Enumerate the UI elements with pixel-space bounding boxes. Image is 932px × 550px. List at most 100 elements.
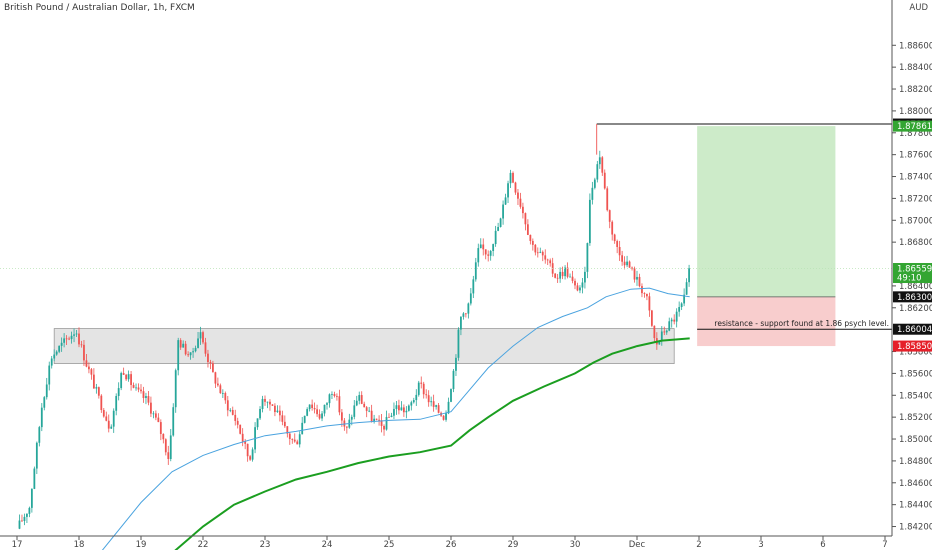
candle-body: [152, 413, 155, 415]
candle-body: [172, 407, 175, 436]
candle-body: [482, 244, 485, 250]
candle-body: [608, 210, 611, 222]
y-tick-label: 1.87200: [899, 194, 932, 204]
candle-body: [653, 325, 656, 339]
candle-body: [670, 319, 673, 322]
candle-body: [343, 420, 346, 427]
candle-body: [646, 293, 648, 297]
candle-body: [194, 347, 197, 352]
candle-body: [219, 385, 222, 394]
y-tick-label: 1.85600: [899, 369, 932, 379]
y-tick-label: 1.84600: [899, 479, 932, 489]
candle-body: [48, 365, 51, 385]
stop-zone: [697, 296, 836, 347]
y-tick-label: 1.87000: [899, 216, 932, 226]
candle-body: [487, 254, 490, 256]
candle-body: [97, 387, 100, 396]
candle-body: [313, 408, 316, 410]
candle-body: [130, 374, 132, 385]
candle-body: [326, 403, 328, 405]
candle-body: [395, 405, 398, 409]
candle-body: [318, 414, 321, 419]
x-tick-label: 7: [882, 540, 887, 550]
candle-body: [648, 296, 651, 311]
candle-body: [80, 344, 83, 346]
candle-body: [68, 338, 70, 340]
candle-body: [626, 261, 628, 266]
candle-body: [264, 398, 266, 402]
candle-body: [469, 293, 472, 304]
candle-body: [420, 382, 423, 384]
candle-body: [43, 397, 46, 408]
candle-body: [100, 395, 103, 411]
x-tick-label: 23: [260, 540, 271, 550]
candle-body: [365, 407, 368, 411]
candle-body: [618, 246, 621, 256]
candle-body: [184, 343, 187, 355]
candle-body: [197, 338, 199, 348]
candle-body: [117, 388, 120, 396]
candle-body: [526, 224, 529, 235]
target-tag: [893, 120, 932, 132]
y-tick-label: 1.84200: [899, 523, 932, 533]
candle-body: [584, 271, 586, 283]
candle-body: [353, 405, 356, 417]
candle-body: [120, 373, 123, 389]
candle-body: [455, 357, 457, 371]
candle-body: [105, 416, 108, 421]
candle-body: [445, 413, 447, 420]
candle-body: [321, 413, 323, 419]
y-tick-label: 1.88200: [899, 85, 932, 95]
candle-body: [588, 199, 591, 244]
candle-body: [623, 261, 626, 266]
candle-body: [140, 389, 142, 392]
candle-body: [216, 383, 219, 386]
candle-body: [499, 218, 502, 227]
y-tick-label: 1.87800: [899, 129, 932, 139]
annotation-text: resistance - support found at 1.86 psych…: [714, 319, 889, 328]
candle-body: [452, 370, 455, 390]
candle-body: [58, 345, 61, 352]
candle-body: [474, 262, 477, 280]
candle-body: [606, 188, 609, 211]
candle-body: [462, 313, 465, 317]
candle-body: [26, 513, 28, 517]
candle-body: [261, 398, 264, 409]
candle-body: [331, 393, 333, 395]
candle-body: [306, 409, 309, 416]
candle-body: [402, 407, 405, 413]
candle-body: [593, 179, 596, 188]
candle-body: [559, 271, 562, 279]
x-tick-label: 30: [570, 540, 581, 550]
candle-body: [266, 401, 269, 403]
candle-body: [30, 488, 33, 508]
candle-body: [504, 197, 507, 205]
candle-body: [333, 393, 336, 396]
candle-body: [541, 251, 544, 256]
candle-body: [492, 244, 495, 251]
candle-body: [78, 333, 80, 345]
candle-body: [162, 433, 165, 440]
candle-body: [92, 374, 95, 389]
target-tag-label: 1.87861: [897, 122, 932, 132]
candle-body: [296, 441, 299, 445]
candle-body: [221, 393, 224, 394]
candle-body: [569, 276, 571, 278]
candle-body: [591, 187, 594, 200]
candle-body: [373, 418, 376, 422]
candle-body: [484, 249, 487, 255]
y-tick-label: 1.85800: [899, 348, 932, 358]
candle-body: [611, 221, 614, 235]
candle-body: [400, 407, 403, 411]
candle-body: [202, 332, 204, 343]
candle-body: [680, 303, 683, 308]
candle-body: [437, 405, 440, 413]
y-tick-label: 1.88000: [899, 107, 932, 117]
candle-body: [643, 293, 646, 294]
x-tick-label: 18: [74, 540, 85, 550]
candle-body: [442, 415, 445, 420]
candle-body: [579, 287, 581, 291]
x-tick-label: 25: [384, 540, 395, 550]
